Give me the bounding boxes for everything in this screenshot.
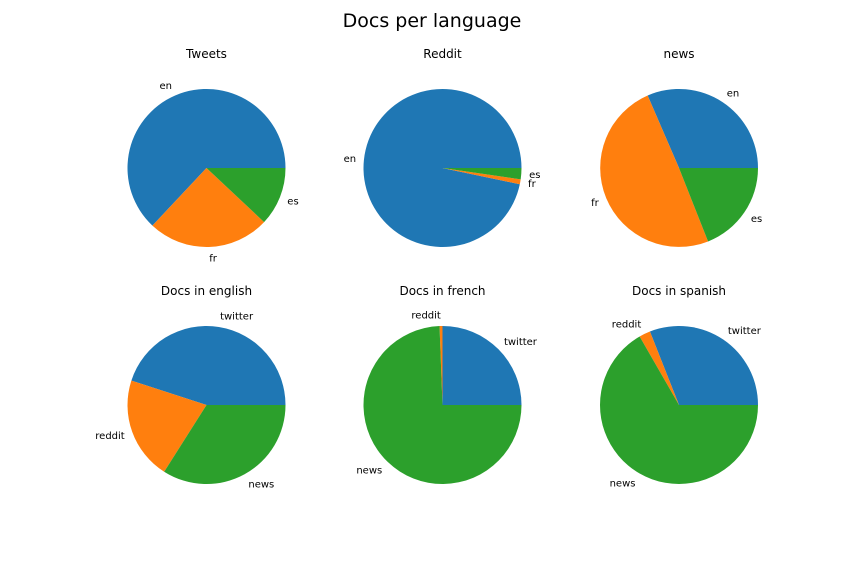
pie-slice-es	[442, 168, 522, 180]
pie-slice-twitter	[649, 326, 758, 405]
pie-label-en: en	[159, 81, 172, 92]
pie-slice-fr	[442, 168, 521, 185]
pie-label-en: en	[344, 154, 357, 165]
pie-title: Docs in french	[399, 284, 485, 298]
pie-chart-docs-in-spanish: Docs in spanish twitter reddit news	[600, 284, 762, 489]
pie-title: Docs in english	[161, 284, 252, 298]
pie-slice-en	[363, 89, 522, 248]
figure-title: Docs per language	[343, 10, 522, 32]
pie-slice-reddit	[639, 331, 679, 405]
pie-label-news: news	[356, 465, 382, 476]
pie-slice-fr	[152, 168, 265, 248]
pie-slice-news	[600, 336, 758, 484]
pie-slice-en	[127, 89, 286, 226]
pie-slice-es	[206, 168, 286, 223]
pie-label-reddit: reddit	[95, 431, 125, 442]
pie-chart-docs-in-english: Docs in english twitter reddit news	[95, 284, 286, 490]
pie-label-news: news	[248, 479, 274, 490]
pie-label-twitter: twitter	[728, 326, 762, 337]
pie-label-fr: fr	[591, 198, 600, 209]
pie-chart-tweets: Tweets en fr es	[127, 47, 299, 264]
pie-label-news: news	[610, 478, 636, 489]
pie-title: news	[663, 47, 694, 61]
pie-title: Tweets	[185, 47, 227, 61]
pie-label-reddit: reddit	[612, 320, 642, 331]
pie-slice-twitter	[442, 326, 522, 405]
pie-chart-news: news en fr es	[591, 47, 762, 247]
pie-slice-twitter	[131, 326, 286, 405]
pie-label-es: es	[287, 197, 298, 208]
pie-slice-en	[647, 89, 758, 168]
pie-label-fr: fr	[528, 179, 537, 190]
pie-label-es: es	[751, 214, 762, 225]
pie-label-es: es	[529, 170, 540, 181]
pie-slice-reddit	[439, 326, 443, 405]
pie-title: Reddit	[423, 47, 462, 61]
pie-chart-docs-in-french: Docs in french twitter reddit news	[356, 284, 538, 485]
pie-slice-news	[164, 405, 286, 484]
pie-label-en: en	[727, 88, 740, 99]
pie-slice-news	[363, 326, 522, 485]
pie-label-fr: fr	[209, 253, 218, 264]
pie-label-twitter: twitter	[220, 312, 254, 323]
pie-label-twitter: twitter	[504, 337, 538, 348]
pie-title: Docs in spanish	[632, 284, 726, 298]
pie-slice-es	[679, 168, 758, 242]
pie-slice-fr	[600, 95, 709, 247]
pie-slice-reddit	[127, 380, 207, 472]
pie-label-reddit: reddit	[411, 311, 441, 322]
